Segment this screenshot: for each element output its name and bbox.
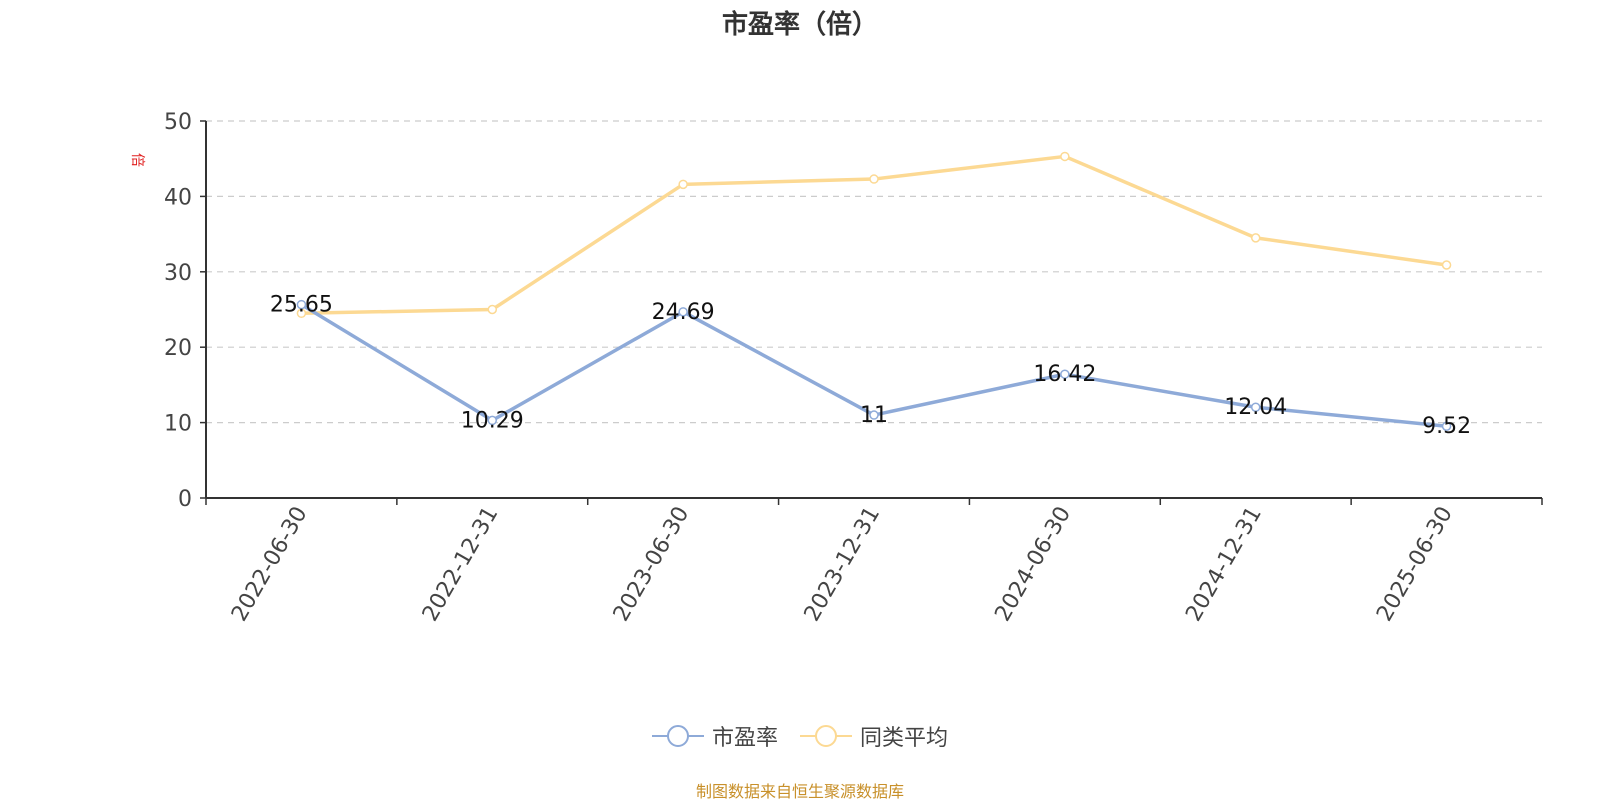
- legend-marker-pe-icon: [651, 725, 704, 747]
- data-label: 9.52: [1422, 414, 1471, 439]
- data-point-0: [678, 307, 688, 317]
- data-label: 10.29: [461, 408, 524, 433]
- data-point-0: [1441, 421, 1452, 431]
- data-point-0: [869, 410, 879, 420]
- legend: 市盈率 同类平均: [0, 720, 1600, 752]
- data-point-1: [487, 304, 498, 315]
- legend-item-peer-average[interactable]: 同类平均: [800, 720, 948, 752]
- data-point-1: [869, 174, 879, 184]
- y-tick-label: 30: [164, 261, 192, 286]
- data-point-0: [296, 299, 307, 310]
- x-tick-label: 2024-06-30: [990, 503, 1076, 626]
- data-point-0: [1250, 402, 1261, 412]
- legend-label-pe: 市盈率: [711, 726, 778, 751]
- x-tick-label: 2025-06-30: [1372, 503, 1458, 626]
- data-point-1: [1250, 233, 1261, 243]
- y-tick-label: 50: [164, 110, 192, 135]
- x-tick-label: 2022-06-30: [227, 503, 313, 626]
- x-tick-label: 2024-12-31: [1181, 503, 1267, 626]
- data-source-note: 制图数据来自恒生聚源数据库: [695, 782, 904, 801]
- data-point-1: [1441, 260, 1452, 270]
- x-tick-label: 2022-12-31: [418, 503, 504, 626]
- y-tick-label: 10: [164, 412, 192, 437]
- y-tick-label: 40: [164, 185, 192, 210]
- data-label: 24.69: [652, 300, 715, 325]
- x-tick-label: 2023-12-31: [800, 503, 886, 626]
- data-point-1: [678, 179, 688, 190]
- legend-item-pe[interactable]: 市盈率: [651, 720, 778, 752]
- data-label: 16.42: [1033, 362, 1096, 387]
- data-point-0: [487, 415, 498, 426]
- data-label: 12.04: [1224, 395, 1287, 420]
- y-tick-label: 20: [164, 336, 192, 361]
- chart-title: 市盈率（倍）: [721, 10, 878, 40]
- y-tick-label: 0: [178, 487, 192, 512]
- legend-marker-peer-average-icon: [800, 725, 852, 747]
- legend-label-peer-average: 同类平均: [860, 726, 949, 751]
- x-tick-label: 2023-06-30: [609, 503, 695, 626]
- data-point-0: [1060, 369, 1070, 379]
- data-point-1: [1060, 151, 1070, 162]
- data-label: 25.65: [270, 293, 333, 318]
- data-label: 11: [860, 403, 888, 428]
